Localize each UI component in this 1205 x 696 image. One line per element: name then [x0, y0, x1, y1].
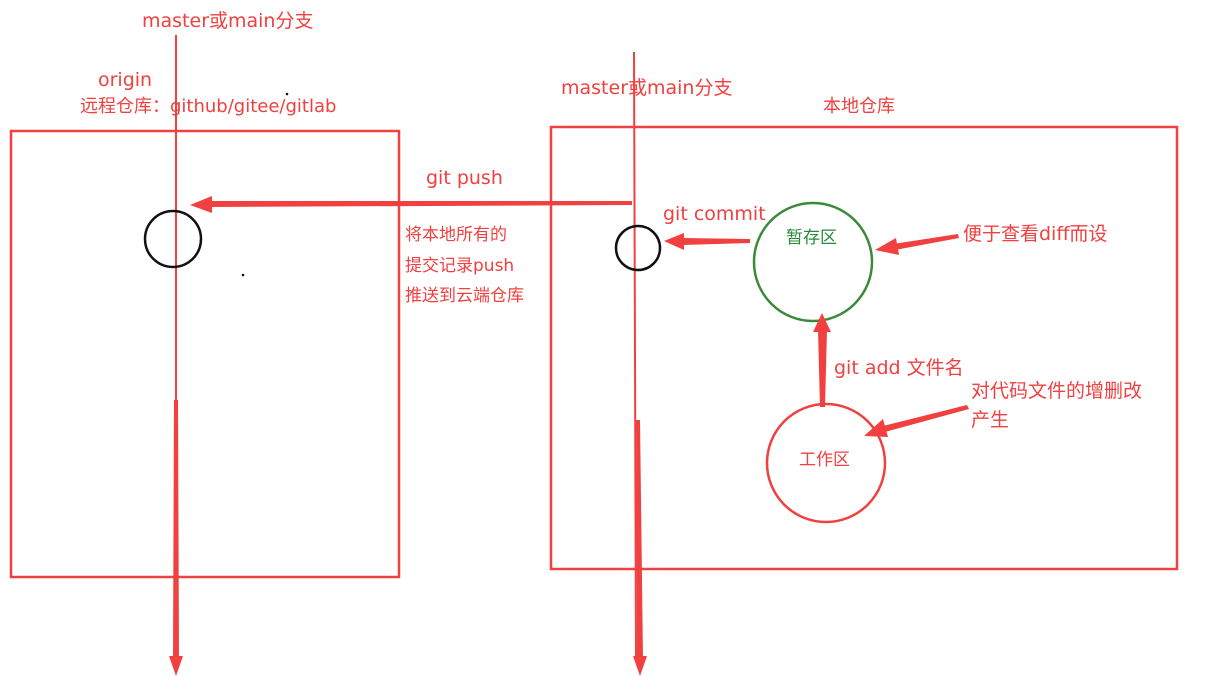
workspace-note-arrowhead: [864, 419, 888, 437]
staging-note-label: 便于查看diff而设: [963, 223, 1108, 245]
remote-branch-arrow-shaft: [173, 400, 179, 660]
push-note-line-1: 将本地所有的: [405, 225, 507, 245]
remote-name-label: origin: [98, 69, 153, 91]
workspace-note-arrow: [883, 405, 969, 432]
remote-desc-label: 远程仓库：github/gitee/gitlab: [80, 96, 337, 117]
git-push-label: git push: [426, 167, 503, 189]
git-push-arrow: [210, 201, 632, 207]
staging-note-arrowhead: [875, 238, 899, 255]
workspace-label: 工作区: [799, 450, 850, 470]
git-push-arrowhead: [190, 196, 212, 213]
remote-commit-node: [143, 209, 203, 269]
staging-note-arrow: [893, 234, 959, 250]
local-repo-title: 本地仓库: [823, 96, 895, 117]
git-add-label: git add 文件名: [834, 357, 964, 379]
stray-dot: [285, 92, 289, 96]
stray-dot: [241, 273, 245, 277]
git-commit-label: git commit: [663, 203, 766, 225]
git-commit-arrow: [682, 238, 750, 245]
workspace-note-line-1: 对代码文件的增删改: [971, 380, 1143, 402]
workspace-note-line-2: 产生: [971, 409, 1010, 431]
git-add-arrowhead: [813, 313, 831, 332]
local-branch-arrowhead: [633, 656, 647, 676]
workspace-circle: [765, 402, 887, 524]
local-branch-arrow-shaft: [636, 420, 643, 660]
local-repo-box: [549, 125, 1179, 571]
staging-area-circle: [752, 201, 874, 323]
push-note-line-2: 提交记录push: [405, 256, 515, 276]
local-branch-label: master或main分支: [561, 77, 733, 99]
remote-branch-arrowhead: [169, 656, 183, 676]
local-commit-node: [614, 224, 662, 272]
git-commit-arrowhead: [664, 233, 684, 250]
staging-area-label: 暂存区: [786, 228, 837, 248]
git-add-arrow: [818, 330, 827, 407]
local-branch-line: [633, 51, 637, 661]
remote-repo-box: [9, 129, 401, 579]
remote-branch-label: master或main分支: [142, 10, 314, 32]
push-note-line-3: 推送到云端仓库: [405, 286, 524, 306]
